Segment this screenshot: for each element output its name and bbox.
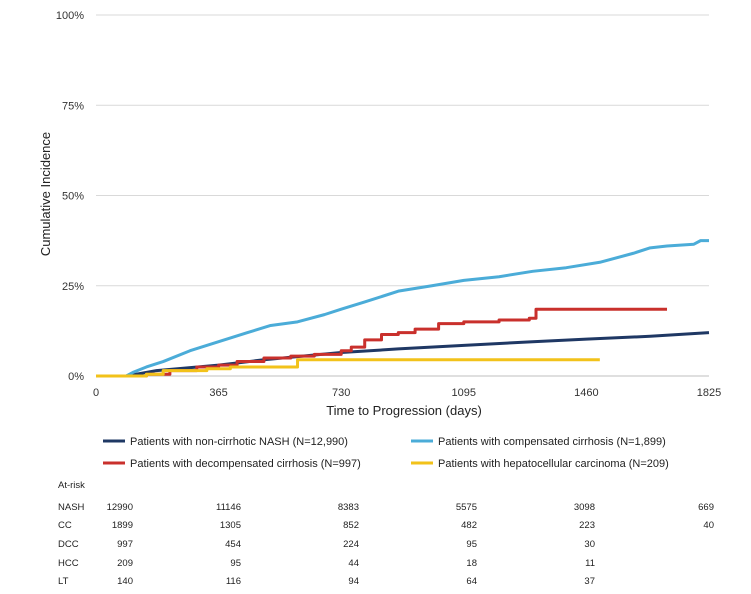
- at-risk-value: 997: [117, 539, 133, 550]
- series-line-3: [96, 307, 668, 378]
- at-risk-value: 11146: [216, 502, 241, 513]
- at-risk-value: 482: [461, 520, 477, 531]
- at-risk-table: At-risk NASH 12990 11146 8383 5575 3098 669 CC 1…: [58, 480, 714, 587]
- at-risk-value: 64: [466, 576, 477, 587]
- at-risk-value: 223: [579, 520, 595, 531]
- legend: Patients with non-cirrhotic NASH (N=12,9…: [103, 436, 669, 470]
- at-risk-value: 44: [348, 558, 359, 569]
- at-risk-value: 30: [584, 539, 595, 550]
- x-tick-labels: 0 365 730 1095 1460 1825: [93, 387, 721, 399]
- at-risk-value: 40: [703, 520, 714, 531]
- x-tick-label: 1095: [452, 387, 476, 399]
- at-risk-value: 12990: [107, 502, 133, 513]
- at-risk-value: 8383: [338, 502, 359, 513]
- y-tick-label: 50%: [62, 191, 84, 203]
- at-risk-row-label: HCC: [58, 558, 79, 569]
- series-line-4: [96, 358, 600, 378]
- legend-entry: Patients with non-cirrhotic NASH (N=12,9…: [130, 436, 348, 448]
- y-axis-label: Cumulative Incidence: [38, 132, 53, 256]
- at-risk-row-label: CC: [58, 520, 72, 531]
- legend-entry: Patients with compensated cirrhosis (N=1…: [438, 436, 666, 448]
- at-risk-value: 11: [585, 558, 595, 569]
- at-risk-value: 5575: [456, 502, 477, 513]
- y-tick-label: 100%: [56, 10, 84, 22]
- at-risk-value: 95: [230, 558, 241, 569]
- y-tick-label: 0%: [68, 371, 84, 383]
- at-risk-value: 1899: [112, 520, 133, 531]
- at-risk-value: 224: [343, 539, 359, 550]
- x-tick-label: 730: [332, 387, 350, 399]
- x-tick-label: 0: [93, 387, 99, 399]
- legend-entry: Patients with hepatocellular carcinoma (…: [438, 458, 669, 470]
- at-risk-value: 1305: [220, 520, 241, 531]
- series-lines: [96, 239, 710, 378]
- at-risk-value: 669: [698, 502, 714, 513]
- x-tick-label: 365: [209, 387, 227, 399]
- x-axis-label: Time to Progression (days): [326, 403, 482, 418]
- legend-entry: Patients with decompensated cirrhosis (N…: [130, 458, 361, 470]
- at-risk-value: 209: [117, 558, 133, 569]
- y-tick-label: 25%: [62, 281, 84, 293]
- y-tick-label: 75%: [62, 100, 84, 112]
- at-risk-value: 95: [466, 539, 477, 550]
- at-risk-row-label: LT: [58, 576, 69, 587]
- at-risk-value: 454: [225, 539, 241, 550]
- y-tick-labels: 0% 25% 50% 75% 100%: [56, 10, 84, 383]
- at-risk-value: 852: [343, 520, 359, 531]
- x-tick-label: 1460: [574, 387, 598, 399]
- series-line-2: [125, 239, 709, 378]
- at-risk-row-label: DCC: [58, 539, 79, 550]
- at-risk-value: 37: [584, 576, 595, 587]
- at-risk-value: 116: [226, 576, 241, 587]
- at-risk-row-label: NASH: [58, 502, 85, 513]
- at-risk-value: 18: [466, 558, 477, 569]
- gridlines: [96, 14, 709, 287]
- x-tick-label: 1825: [697, 387, 721, 399]
- at-risk-value: 3098: [574, 502, 595, 513]
- at-risk-value: 140: [117, 576, 133, 587]
- at-risk-title: At-risk: [58, 480, 85, 491]
- at-risk-value: 94: [348, 576, 359, 587]
